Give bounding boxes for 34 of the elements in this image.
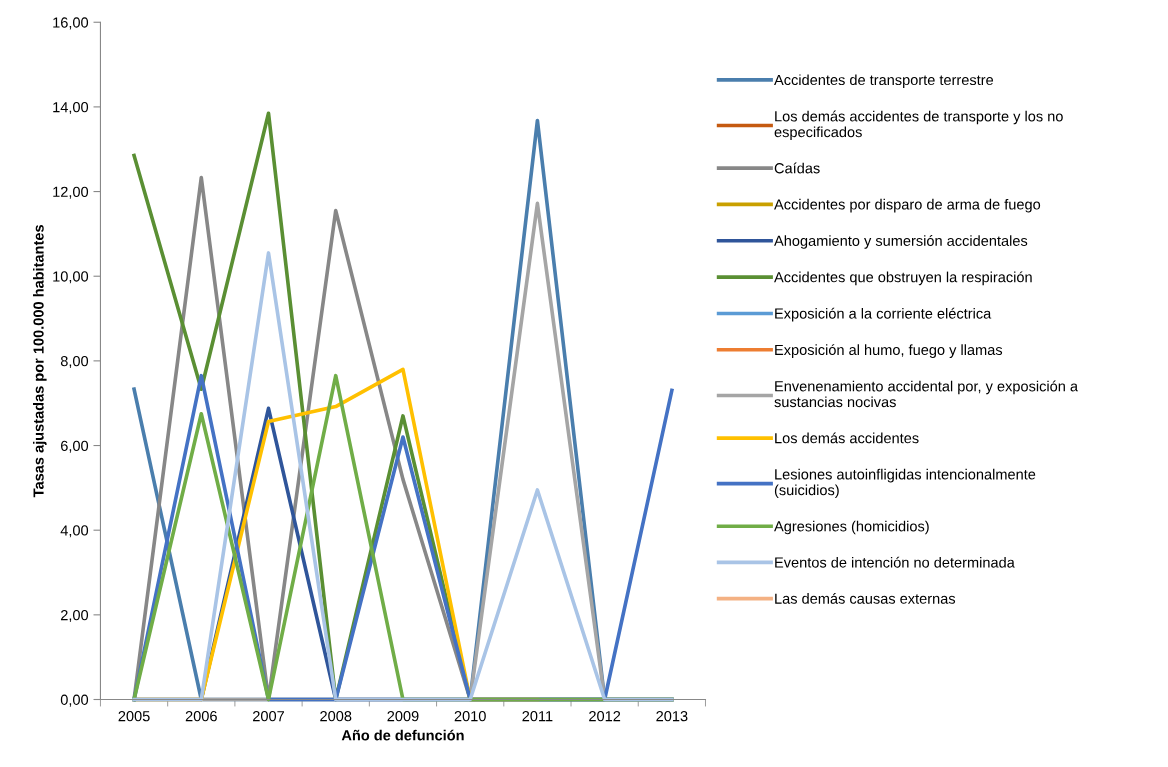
x-tick-label: 2013 [656, 711, 688, 722]
legend-label: Ahogamiento y sumersión accidentales [774, 235, 1028, 249]
y-tick-label: 14,00 [53, 102, 89, 115]
legend-label: Accidentes que obstruyen la respiración [774, 271, 1032, 286]
legend-label: Caídas [774, 162, 820, 174]
y-axis-title: Tasas ajustadas por 100.000 habitantes [33, 225, 47, 498]
y-tick-label: 12,00 [53, 186, 89, 199]
y-tick-label: 8,00 [60, 355, 89, 369]
legend-label: Exposición a la corriente eléctrica [775, 307, 992, 322]
legend-label: Los demás accidentes [775, 432, 919, 444]
x-tick-label: 2008 [320, 711, 352, 722]
y-tick-label: 16,00 [53, 17, 89, 30]
legend-label: Accidentes por disparo de arma de fuego [774, 198, 1041, 213]
legend-label: Envenenamiento accidental por, y exposición a sustancias nocivas [774, 380, 1079, 408]
legend-label: Los demás accidentes de transporte y los no especificados [774, 110, 1063, 141]
y-tick-label: 0,00 [60, 694, 89, 707]
x-tick-label: 2011 [522, 711, 553, 722]
x-tick-label: 2010 [454, 711, 486, 722]
legend-label: Las demás causas externas [775, 592, 956, 604]
x-tick-label: 2009 [387, 711, 419, 722]
x-tick-label: 2007 [253, 711, 284, 722]
x-tick-label: 2006 [185, 711, 217, 722]
x-tick-label: 2005 [118, 711, 150, 722]
legend-label: Accidentes de transporte terrestre [774, 74, 994, 88]
y-tick-label: 4,00 [60, 525, 89, 538]
y-tick-label: 6,00 [61, 440, 89, 453]
x-tick-label: 2012 [589, 711, 621, 722]
legend-label: Eventos de intención no determinada [775, 556, 1015, 568]
x-axis-title: Año de defunción [341, 729, 464, 741]
legend-label: Agresiones (homicidios) [774, 520, 929, 535]
legend-label: Lesiones autoinfligidas intencionalmente (suicidios) [774, 468, 1036, 499]
y-tick-label: 2,00 [61, 609, 89, 622]
y-tick-label: 10,00 [53, 271, 89, 284]
legend-label: Exposición al humo, fuego y llamas [775, 344, 1003, 358]
